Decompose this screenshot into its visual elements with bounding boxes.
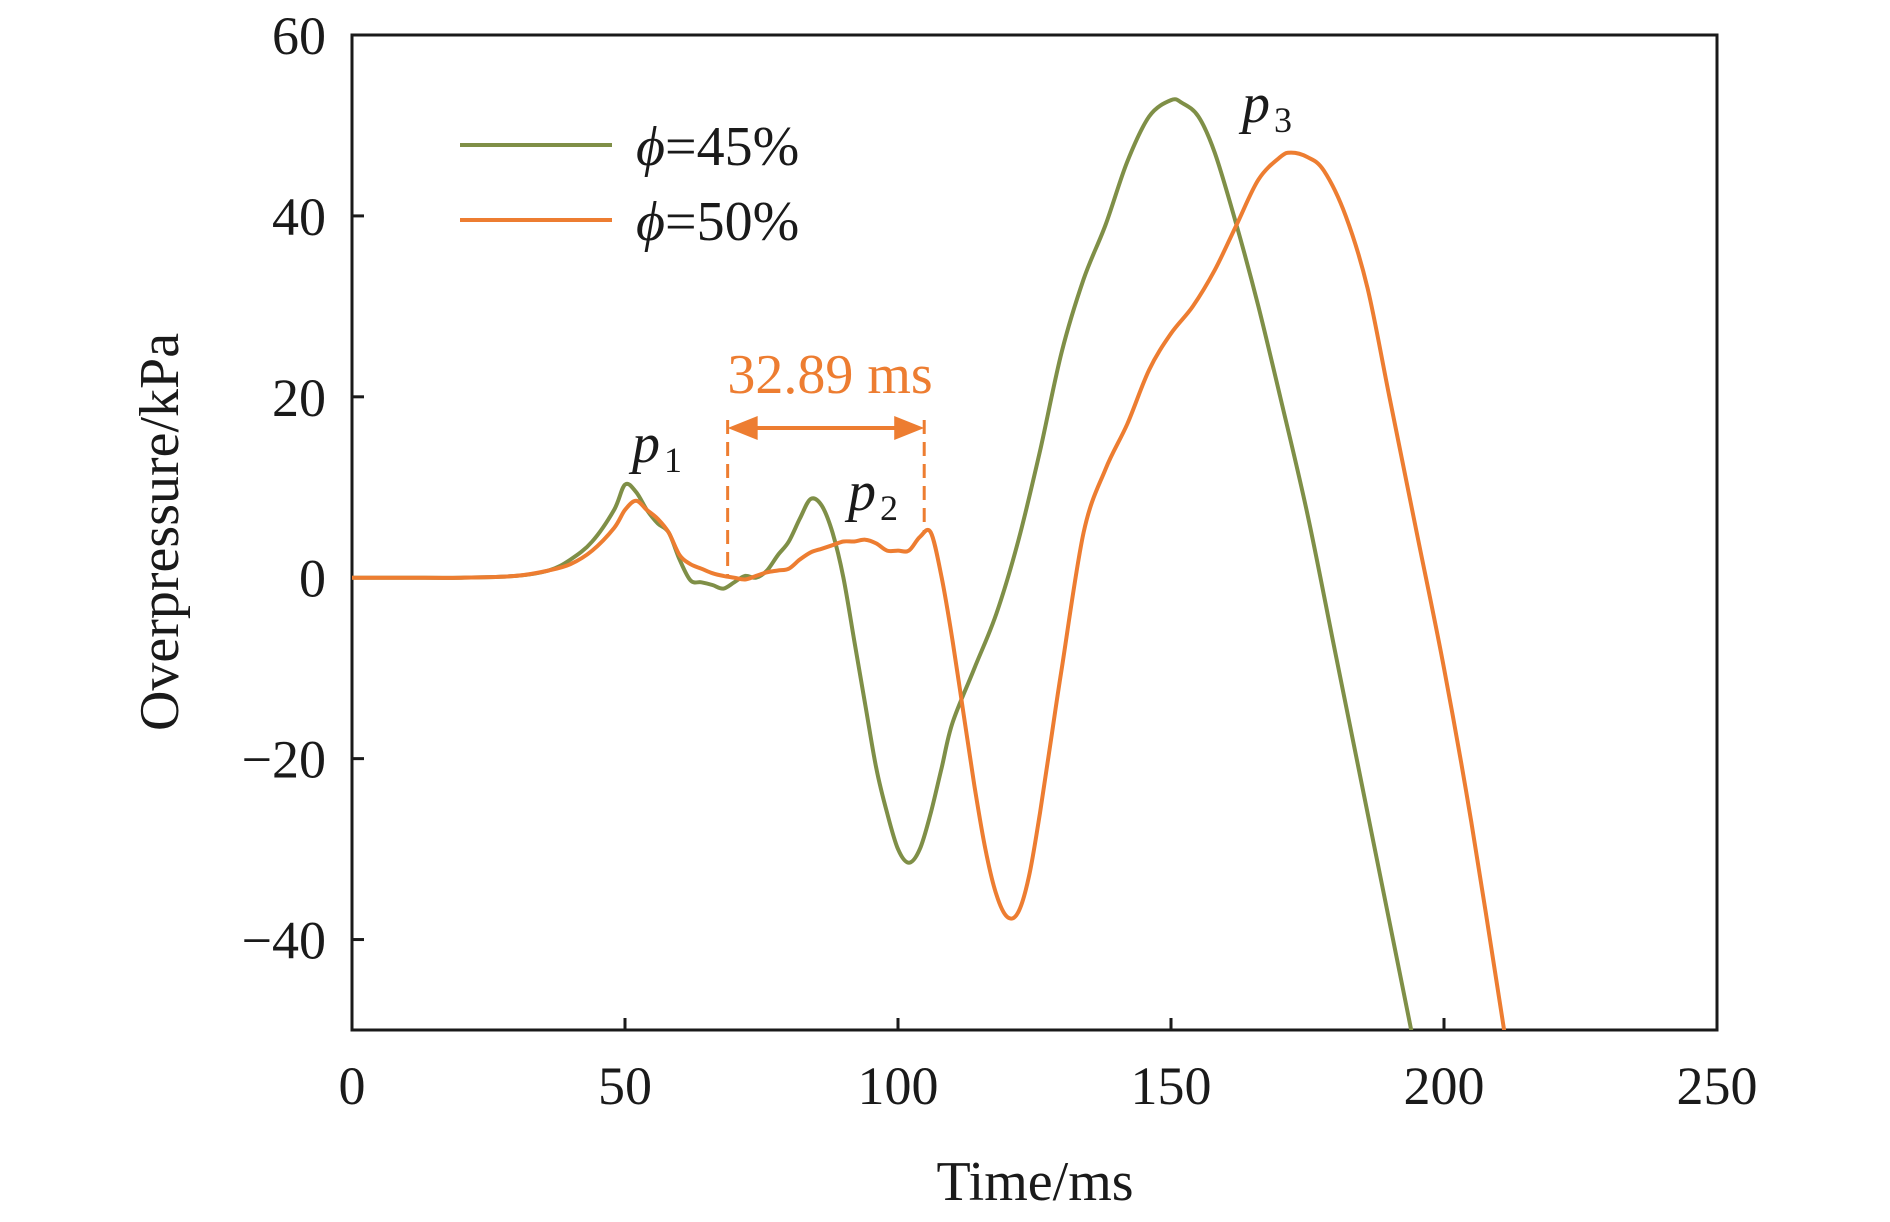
x-tick-label: 50 [598, 1056, 652, 1116]
series-layer [352, 97, 1507, 1030]
x-tick-label: 250 [1677, 1056, 1758, 1116]
x-tick-label: 200 [1404, 1056, 1485, 1116]
plot-frame [350, 33, 1719, 1032]
y-tick-label: 40 [272, 187, 326, 247]
legend-label-phi-50: ϕ=50% [636, 191, 799, 253]
y-tick-label: 20 [272, 368, 326, 428]
interval-annotation: 32.89 ms [726, 344, 933, 578]
x-tick-label: 100 [858, 1056, 939, 1116]
x-axis-title: Time/ms [936, 1151, 1133, 1213]
interval-arrowhead-right [894, 416, 925, 440]
y-tick-label: 0 [299, 549, 326, 609]
interval-label: 32.89 ms [727, 344, 932, 406]
legend: ϕ=45% ϕ=50% [460, 116, 799, 253]
legend-label-phi-45: ϕ=45% [636, 116, 799, 178]
x-tick-label: 0 [339, 1056, 366, 1116]
interval-arrowhead-left [727, 416, 758, 440]
y-axis: −40 −20 0 20 40 60 [242, 6, 364, 971]
y-axis-title: Overpressure/kPa [129, 333, 191, 731]
y-tick-label: 60 [272, 6, 326, 66]
x-axis: 0 50 100 150 200 250 [339, 1018, 1758, 1116]
y-tick-label: −20 [242, 730, 326, 790]
y-tick-label: −40 [242, 911, 326, 971]
series-line-phi-45 [352, 97, 1414, 1030]
x-tick-label: 150 [1131, 1056, 1212, 1116]
series-line-phi-50 [352, 150, 1507, 1030]
